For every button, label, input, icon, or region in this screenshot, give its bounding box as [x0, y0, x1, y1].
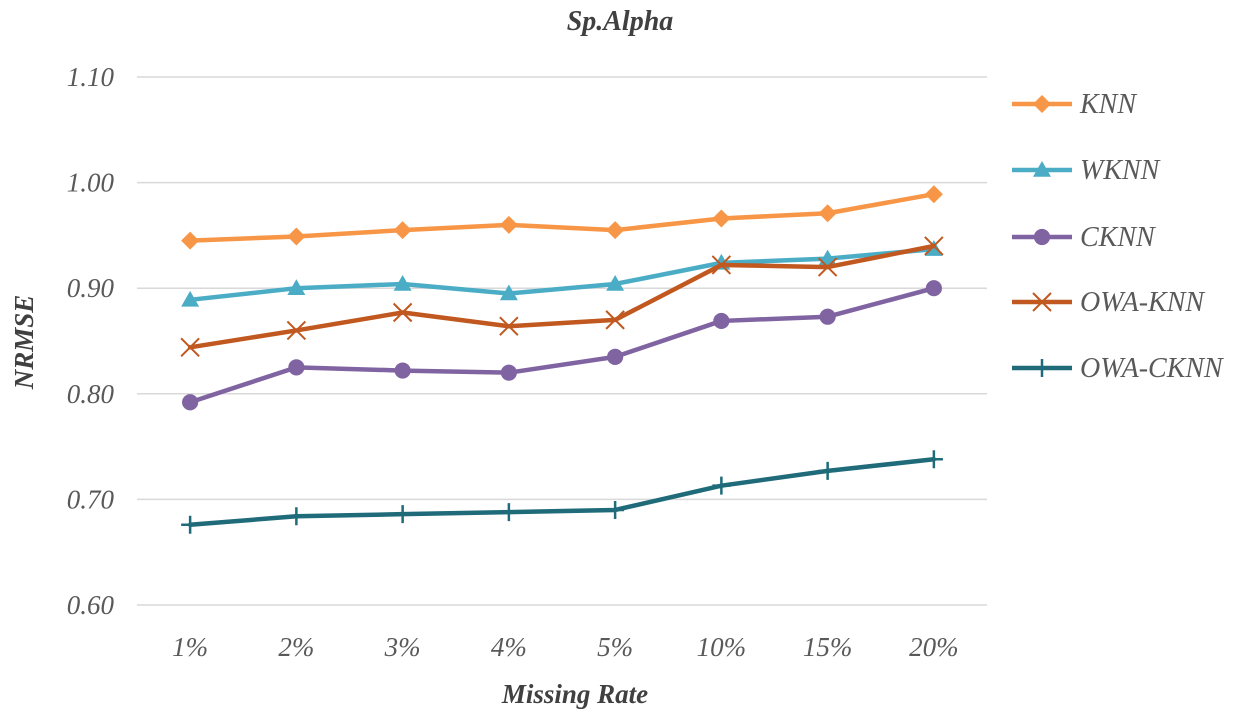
tick-labels: 0.60 0.70 0.80 0.90 1.00 1.10 1% 2% 3% 4% 5% 10% 15%… [67, 62, 959, 662]
x-tick-label: 10% [697, 632, 747, 662]
data-point-marker [605, 310, 625, 330]
data-point-marker [713, 312, 730, 330]
data-point-marker [499, 215, 518, 234]
data-point-marker [818, 204, 837, 223]
data-point-marker [606, 500, 625, 519]
x-tick-label: 3% [384, 632, 421, 662]
data-point-marker [287, 227, 306, 246]
y-tick-label: 0.60 [67, 590, 115, 620]
data-point-marker [181, 290, 200, 307]
data-point-marker [181, 231, 200, 250]
x-tick-label: 15% [803, 632, 853, 662]
series-line [187, 191, 937, 243]
legend-label: CKNN [1080, 222, 1156, 253]
y-tick-label: 0.70 [67, 484, 115, 514]
legend-item: CKNN [1012, 222, 1156, 253]
data-point-marker [393, 505, 412, 524]
legend-item: OWA-KNN [1012, 287, 1205, 318]
legend-item: KNN [1012, 89, 1137, 120]
data-point-marker [288, 359, 305, 376]
data-point-marker [817, 257, 838, 277]
data-point-marker [606, 221, 625, 240]
data-point-marker [392, 302, 413, 323]
legend-item: WKNN [1012, 155, 1161, 186]
data-point-marker [286, 320, 307, 341]
data-point-marker [711, 255, 732, 275]
series-knn [181, 185, 943, 250]
data-point-marker [924, 185, 943, 204]
data-point-marker [606, 274, 625, 291]
data-point-marker [819, 308, 836, 325]
data-point-marker [1033, 161, 1051, 177]
data-point-marker [818, 461, 837, 480]
data-point-marker [393, 274, 412, 291]
data-point-marker [712, 476, 731, 495]
data-point-marker [287, 279, 306, 295]
y-tick-label: 0.80 [67, 379, 115, 409]
x-tick-label: 1% [172, 632, 208, 662]
y-tick-label: 0.90 [67, 273, 115, 303]
data-point-marker [925, 280, 942, 297]
series-cknn [182, 280, 942, 411]
legend-label: OWA-KNN [1080, 287, 1205, 318]
data-point-marker [180, 337, 200, 358]
x-tick-label: 20% [909, 632, 959, 662]
data-point-marker [181, 515, 200, 534]
data-point-marker [924, 236, 944, 256]
data-point-marker [712, 209, 731, 228]
data-point-marker [499, 284, 518, 301]
data-point-marker [500, 364, 517, 381]
data-point-marker [499, 316, 519, 336]
data-point-marker [182, 394, 199, 411]
y-axis-title: NRMSE [9, 295, 39, 391]
legend-label: KNN [1079, 89, 1137, 120]
legend-label: OWA-CKNN [1080, 353, 1224, 384]
series-line [187, 243, 937, 350]
x-axis-title: Missing Rate [501, 679, 648, 709]
x-tick-label: 5% [597, 632, 633, 662]
data-point-marker [393, 221, 412, 240]
data-point-marker [1033, 95, 1051, 113]
x-tick-label: 2% [278, 632, 314, 662]
grid-lines [137, 76, 987, 606]
series-owa-cknn [181, 450, 943, 534]
y-tick-label: 1.10 [67, 62, 115, 92]
legend: KNN WKNN CKNN OWA-KNN OWA-CKNN [1012, 89, 1224, 384]
series-layer [180, 185, 944, 534]
x-tick-label: 4% [491, 632, 527, 662]
legend-label: WKNN [1080, 155, 1161, 186]
series-line [187, 246, 937, 303]
series-wknn [181, 240, 943, 307]
data-point-marker [394, 362, 411, 379]
series-line [187, 285, 937, 405]
legend-item: OWA-CKNN [1012, 353, 1224, 384]
chart-title: Sp.Alpha [567, 6, 674, 37]
series-line [187, 457, 937, 527]
data-point-marker [607, 348, 624, 365]
series-owa-knn [180, 236, 944, 358]
data-point-marker [1032, 292, 1052, 312]
data-point-marker [924, 450, 943, 469]
data-point-marker [1033, 228, 1051, 246]
data-point-marker [287, 507, 306, 526]
y-tick-label: 1.00 [67, 168, 115, 198]
data-point-marker [1033, 359, 1051, 377]
data-point-marker [499, 503, 518, 522]
